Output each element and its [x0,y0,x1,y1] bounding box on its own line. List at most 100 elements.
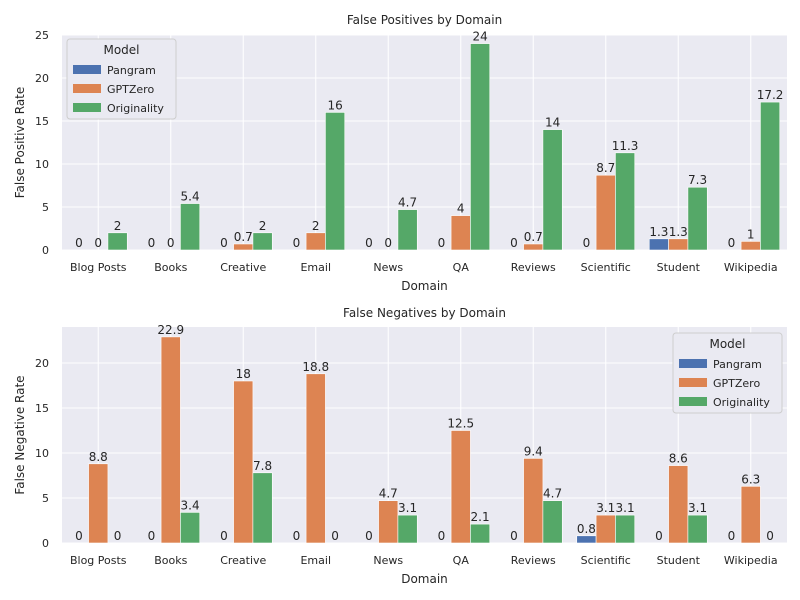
bar-originality [107,232,128,251]
legend-entry-label: Originality [713,396,770,409]
bar-value-label: 0 [148,529,156,543]
bar-value-label: 22.9 [157,323,184,337]
legend-swatch [73,65,101,74]
x-tick-label: Email [300,261,331,274]
bar-value-label: 0 [438,529,446,543]
chart-title: False Positives by Domain [347,13,502,27]
bar-value-label: 0 [728,236,736,250]
bar-value-label: 0.7 [524,230,543,244]
bar-value-label: 2.1 [471,510,490,524]
bar-value-label: 1.3 [669,225,688,239]
bar-originality [470,43,491,251]
bar-originality [615,514,636,544]
y-tick-label: 10 [35,447,49,460]
y-tick-label: 5 [42,201,49,214]
x-tick-label: Creative [220,554,266,567]
bar-gptzero [233,380,254,544]
x-tick-label: Student [657,261,701,274]
bar-gptzero [450,430,471,544]
bar-value-label: 4.7 [543,487,562,501]
bar-originality [615,152,636,251]
bar-value-label: 0 [94,236,102,250]
bar-value-label: 18.8 [302,360,329,374]
bar-value-label: 7.3 [688,173,707,187]
legend-entry-label: Originality [107,102,164,115]
y-axis-label: False Negative Rate [13,375,27,494]
legend-swatch [679,378,707,387]
bar-value-label: 0 [510,236,518,250]
legend: Model Pangram GPTZero Originality [66,38,177,120]
bar-gptzero [740,485,761,544]
bar-value-label: 0 [655,529,663,543]
bar-value-label: 0.8 [577,522,596,536]
bar-gptzero [88,463,109,544]
bar-originality [542,129,563,251]
bar-value-label: 0 [438,236,446,250]
x-tick-label: Wikipedia [724,554,778,567]
bar-gptzero [740,241,761,251]
bar-value-label: 2 [312,219,320,233]
bar-value-label: 4.7 [379,487,398,501]
legend-entry-label: Pangram [107,64,156,77]
y-axis-label: False Positive Rate [13,87,27,199]
bar-value-label: 0 [167,236,175,250]
y-tick-label: 0 [42,537,49,550]
bar-value-label: 0 [384,236,392,250]
y-tick-label: 20 [35,357,49,370]
bar-originality [325,112,346,251]
bar-value-label: 3.1 [398,501,417,515]
bar-value-label: 18 [236,367,251,381]
bar-value-label: 16 [327,98,342,112]
x-tick-label: Scientific [581,554,631,567]
bar-originality [397,514,418,544]
bar-value-label: 8.7 [596,161,615,175]
bar-value-label: 2 [259,219,267,233]
bar-gptzero [523,458,544,544]
bar-value-label: 9.4 [524,444,543,458]
y-tick-label: 10 [35,158,49,171]
bar-value-label: 11.3 [612,139,639,153]
bar-originality [397,209,418,251]
x-tick-label: Creative [220,261,266,274]
x-tick-label: QA [453,261,470,274]
bar-value-label: 3.1 [688,501,707,515]
bar-value-label: 0 [583,236,591,250]
x-tick-label: Reviews [511,261,556,274]
bar-value-label: 2 [114,219,122,233]
x-tick-label: Scientific [581,261,631,274]
bar-value-label: 0 [114,529,122,543]
bar-value-label: 0 [365,529,373,543]
bar-value-label: 0 [220,236,228,250]
bar-value-label: 3.4 [181,498,200,512]
y-tick-label: 0 [42,244,49,257]
chart-panel-2: 0 5 10 15 20 0 0 0 0 0 0 0 0.8 0 0 8.8 22.9 18 18.8 4.7 12.5… [13,306,787,586]
bar-value-label: 3.1 [596,501,615,515]
bar-pangram [576,535,597,544]
bar-gptzero [305,232,326,251]
bar-gptzero [595,174,616,251]
bar-value-label: 0 [766,529,774,543]
bar-gptzero [450,215,471,251]
y-tick-label: 25 [35,29,49,42]
bar-value-label: 0 [220,529,228,543]
bar-originality [760,101,781,251]
x-tick-label: News [373,554,403,567]
bar-value-label: 1 [747,227,755,241]
y-tick-label: 15 [35,115,49,128]
bar-value-label: 8.6 [669,452,688,466]
y-tick-label: 5 [42,492,49,505]
legend-title: Model [709,337,745,351]
y-tick-label: 15 [35,402,49,415]
bar-originality [687,514,708,544]
bar-value-label: 0 [148,236,156,250]
x-axis-label: Domain [401,279,448,293]
bar-value-label: 4.7 [398,196,417,210]
bar-value-label: 0 [75,236,83,250]
x-tick-label: Blog Posts [70,261,127,274]
legend-swatch [73,84,101,93]
bar-value-label: 6.3 [741,472,760,486]
y-tick-label: 20 [35,72,49,85]
legend-title: Model [103,43,139,57]
bar-gptzero [668,238,689,251]
